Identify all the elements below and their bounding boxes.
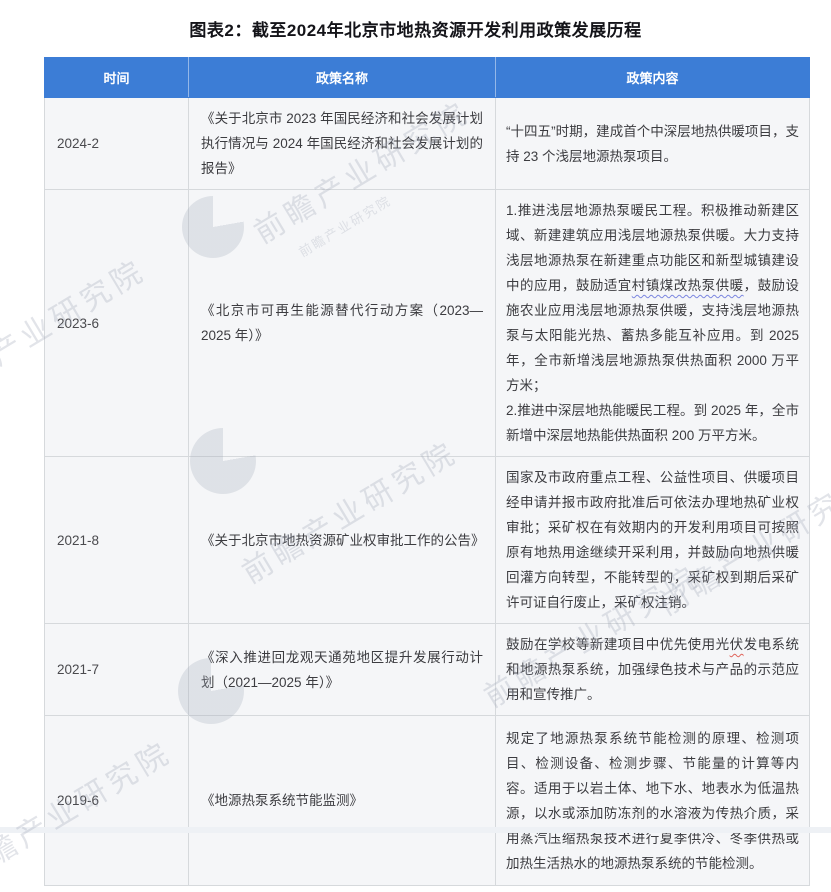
column-header-time: 时间 (44, 57, 189, 98)
content-paragraph: 2.推进中深层地热能暖民工程。到 2025 年，全市新增中深层地热能供热面积 2… (506, 398, 799, 448)
policy-content-cell: 国家及市政府重点工程、公益性项目、供暖项目经申请并报市政府批准后可依法办理地热矿… (495, 456, 810, 624)
text-segment: ，鼓励设施农业应用浅层地源热泵供暖，支持浅层地源热泵与太阳能光热、蓄热多能互补应… (506, 278, 800, 393)
content-paragraph: 1.推进浅层地源热泵暖民工程。积极推动新建区域、新建建筑应用浅层地源热泵供暖。大… (506, 198, 799, 398)
policy-content-cell: “十四五”时期，建成首个中深层地热供暖项目，支持 23 个浅层地源热泵项目。 (495, 97, 810, 190)
content-paragraph: 国家及市政府重点工程、公益性项目、供暖项目经申请并报市政府批准后可依法办理地热矿… (506, 465, 799, 615)
policy-name-cell: 《深入推进回龙观天通苑地区提升发展行动计划（2021—2025 年）》 (188, 623, 496, 716)
content-paragraph: 鼓励在学校等新建项目中优先使用光伏发电系统和地源热泵系统，加强绿色技术与产品的示… (506, 632, 799, 707)
column-header-policy-name: 政策名称 (188, 57, 496, 98)
text-segment: 村镇煤改热泵供暖 (631, 278, 744, 293)
policy-table-body: 2024-2 《关于北京市 2023 年国民经济和社会发展计划执行情况与 2024… (44, 97, 810, 886)
table-row: 2021-8 《关于北京市地热资源矿业权审批工作的公告》 国家及市政府重点工程、公益… (44, 456, 810, 624)
policy-content-cell: 1.推进浅层地源热泵暖民工程。积极推动新建区域、新建建筑应用浅层地源热泵供暖。大… (495, 189, 810, 457)
text-segment: 发电系统和地源热泵系统，加强绿色技术与产品的示范应用和宣传推广。 (506, 637, 800, 702)
policy-content-cell: 规定了地源热泵系统节能检测的原理、检测项目、检测设备、检测步骤、节能量的计算等内… (495, 715, 810, 886)
table-header-row: 时间 政策名称 政策内容 (44, 57, 810, 98)
text-segment: 伏 (729, 637, 744, 652)
text-segment: 1.推进浅层地源热泵暖民工程。积极推动新建区域、新建建筑应用浅层地源热泵供暖。大… (506, 203, 799, 293)
time-cell: 2023-6 (44, 189, 189, 457)
text-segment: 国家及市政府重点工程、公益性项目、供暖项目经申请并报市政府批准后可依法办理地热矿… (506, 470, 799, 610)
policy-name-cell: 《北京市可再生能源替代行动方案（2023—2025 年）》 (188, 189, 496, 457)
table-row: 2021-7 《深入推进回龙观天通苑地区提升发展行动计划（2021—2025 年）… (44, 623, 810, 716)
text-segment: “十四五”时期，建成首个中深层地热供暖项目，支持 23 个浅层地源热泵项目。 (506, 123, 799, 164)
policy-table: 时间 政策名称 政策内容 2024-2 《关于北京市 2023 年国民经济和社会发… (44, 57, 810, 886)
time-cell: 2019-6 (44, 715, 189, 886)
policy-content-cell: 鼓励在学校等新建项目中优先使用光伏发电系统和地源热泵系统，加强绿色技术与产品的示… (495, 623, 810, 716)
text-segment: 规定了地源热泵系统节能检测的原理、检测项目、检测设备、检测步骤、节能量的计算等内… (506, 730, 799, 871)
policy-name-cell: 《关于北京市 2023 年国民经济和社会发展计划执行情况与 2024 年国民经济… (188, 97, 496, 190)
table-row: 2019-6 《地源热泵系统节能监测》 规定了地源热泵系统节能检测的原理、检测项目、… (44, 715, 810, 886)
time-cell: 2024-2 (44, 97, 189, 190)
page-title: 图表2：截至2024年北京市地热资源开发利用政策发展历程 (189, 21, 642, 40)
policy-name-cell: 《关于北京市地热资源矿业权审批工作的公告》 (188, 456, 496, 624)
table-row: 2023-6 《北京市可再生能源替代行动方案（2023—2025 年）》 1.推进浅… (44, 189, 810, 457)
time-cell: 2021-8 (44, 456, 189, 624)
content-paragraph: 规定了地源热泵系统节能检测的原理、检测项目、检测设备、检测步骤、节能量的计算等内… (506, 726, 799, 876)
time-cell: 2021-7 (44, 623, 189, 716)
content-paragraph: “十四五”时期，建成首个中深层地热供暖项目，支持 23 个浅层地源热泵项目。 (506, 119, 799, 169)
column-header-policy-content: 政策内容 (495, 57, 810, 98)
policy-name-cell: 《地源热泵系统节能监测》 (188, 715, 496, 886)
text-segment: 2.推进中深层地热能暖民工程。到 2025 年，全市新增中深层地热能供热面积 2… (506, 403, 799, 443)
table-row: 2024-2 《关于北京市 2023 年国民经济和社会发展计划执行情况与 2024… (44, 97, 810, 190)
page-bottom-strip (0, 827, 831, 833)
text-segment: 鼓励在学校等新建项目中优先使用光 (506, 637, 730, 652)
